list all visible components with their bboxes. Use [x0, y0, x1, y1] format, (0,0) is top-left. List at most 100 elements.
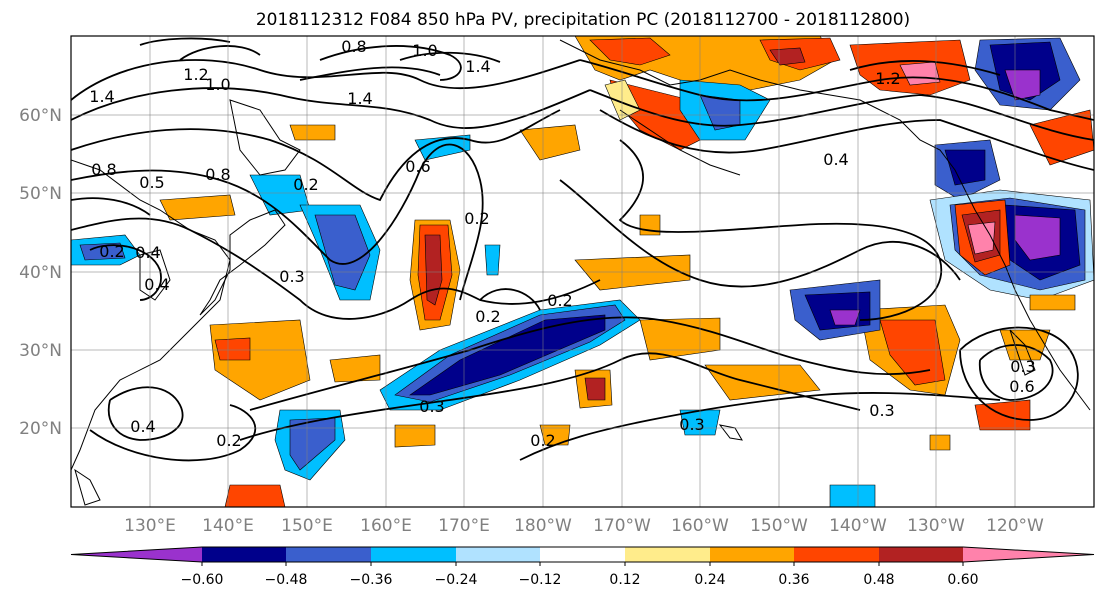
colorbar-segment — [202, 547, 286, 562]
contour-label: 0.2 — [293, 175, 318, 194]
pv-contour-25 — [71, 197, 151, 216]
lon-label: 150°W — [750, 516, 808, 536]
baja-coast — [1009, 329, 1036, 376]
contour-label: 0.3 — [869, 401, 894, 420]
contour-label: 0.4 — [823, 150, 848, 169]
contour-label: 0.3 — [279, 267, 304, 286]
pv-contour-22 — [299, 66, 441, 81]
colorbar-tick-label: 0.60 — [947, 572, 978, 588]
lon-label: 170°E — [438, 516, 490, 536]
pv-contour-13 — [239, 352, 861, 441]
pv-contour-9 — [599, 109, 1094, 171]
contour-label: 1.4 — [89, 87, 114, 106]
bering-coast — [559, 39, 881, 111]
shade-band-navy — [409, 314, 606, 396]
pv-contour-17 — [978, 344, 1054, 401]
colorbar-tick-label: 0.12 — [609, 572, 640, 588]
pv-contour-16 — [89, 404, 257, 462]
lon-label: 130°E — [124, 516, 176, 536]
contour-label: 0.4 — [130, 417, 155, 436]
map-area: 0.8 1.0 1.2 1.4 1.0 1.4 1.4 1.2 0.8 0.5 … — [71, 36, 1094, 507]
pv-contour-26 — [479, 288, 541, 311]
colorbar-tick-label: −0.48 — [265, 572, 308, 588]
pv-contour-1 — [71, 59, 581, 101]
shade-small-orange5 — [929, 434, 951, 451]
shade-cnp-orange — [414, 134, 471, 161]
contour-label: 0.6 — [1009, 377, 1034, 396]
shade-sw-orange2 — [329, 354, 381, 383]
map-frame — [70, 35, 1095, 508]
shade-small-blue — [484, 244, 501, 276]
colorbar-segment — [879, 547, 963, 562]
contour-label: 0.2 — [99, 242, 124, 261]
pv-contour-14 — [519, 392, 1001, 461]
colorbar — [70, 546, 1095, 566]
korea-coast — [139, 249, 171, 301]
shade-south-blue — [829, 484, 876, 507]
pv-contour-24 — [849, 60, 1001, 76]
gridlines — [71, 36, 1094, 507]
colorbar-segment — [371, 547, 456, 562]
latitude-labels: 60°N 50°N 40°N 30°N 20°N — [19, 106, 62, 439]
lat-label: 50°N — [19, 184, 62, 204]
contour-label: 0.4 — [144, 275, 169, 294]
lat-label: 20°N — [19, 419, 62, 439]
contour-label: 0.2 — [530, 431, 555, 450]
lon-label: 150°E — [281, 516, 333, 536]
pv-contour-11 — [559, 179, 961, 288]
contour-label: 0.5 — [139, 173, 164, 192]
contour-label: 0.3 — [419, 397, 444, 416]
lon-label: 180°W — [514, 516, 572, 536]
lon-label: 170°W — [593, 516, 651, 536]
shade-small-orange6 — [1029, 294, 1076, 311]
pv-contour-20 — [139, 37, 231, 46]
colorbar-segment — [540, 547, 625, 562]
colorbar-tick-label: −0.12 — [519, 572, 562, 588]
lon-label: 130°W — [907, 516, 965, 536]
contour-label: 0.4 — [135, 243, 160, 262]
pv-contour-6 — [89, 244, 162, 301]
map-title: 2018112312 F084 850 hPa PV, precipitatio… — [256, 10, 910, 30]
contour-label: 0.2 — [547, 291, 572, 310]
colorbar-tick-label: 0.24 — [694, 572, 725, 588]
lon-label: 140°E — [202, 516, 254, 536]
pv-contours — [71, 37, 1094, 462]
pv-contour-2 — [71, 87, 591, 129]
shade-ne-purple — [1004, 69, 1041, 101]
contour-label: 1.0 — [412, 41, 437, 60]
lat-label: 30°N — [19, 341, 62, 361]
shade-south-orange — [224, 484, 286, 507]
pv-contour-18 — [959, 326, 1079, 421]
pv-contour-7 — [579, 59, 1094, 121]
contour-label: 0.2 — [475, 307, 500, 326]
pv-contour-23 — [399, 51, 501, 63]
contour-label: 0.8 — [91, 160, 116, 179]
contour-label: 0.8 — [341, 37, 366, 56]
pv-contour-3 — [71, 109, 561, 202]
colorbar-segment — [794, 547, 879, 562]
aleutian-chain — [619, 109, 741, 176]
lat-label: 60°N — [19, 106, 62, 126]
contour-label: 0.2 — [216, 431, 241, 450]
shade-bering-red — [589, 37, 671, 66]
shade-sw-red — [214, 337, 251, 361]
shade-red-east — [879, 319, 946, 386]
alaska-coast — [879, 109, 966, 191]
pv-contour-12 — [249, 316, 931, 411]
shade-orange-south2 — [394, 424, 436, 448]
colorbar-extend-high — [963, 547, 1094, 562]
longitude-labels: 130°E 140°E 150°E 160°E 170°E 180°W 170°… — [124, 516, 1044, 536]
na-west-coast — [964, 189, 1091, 411]
contour-label: 1.4 — [347, 89, 372, 108]
contour-label: 0.2 — [464, 209, 489, 228]
philippines — [74, 468, 101, 506]
shade-darkred-band — [424, 234, 443, 306]
colorbar-segment — [456, 547, 540, 562]
colorbar-tick-label: −0.60 — [181, 572, 224, 588]
lon-label: 160°W — [671, 516, 729, 536]
contour-label: 1.2 — [875, 69, 900, 88]
hawaii — [718, 424, 743, 441]
colorbar-tick-label: 0.36 — [778, 572, 809, 588]
contour-label: 1.0 — [205, 75, 230, 94]
